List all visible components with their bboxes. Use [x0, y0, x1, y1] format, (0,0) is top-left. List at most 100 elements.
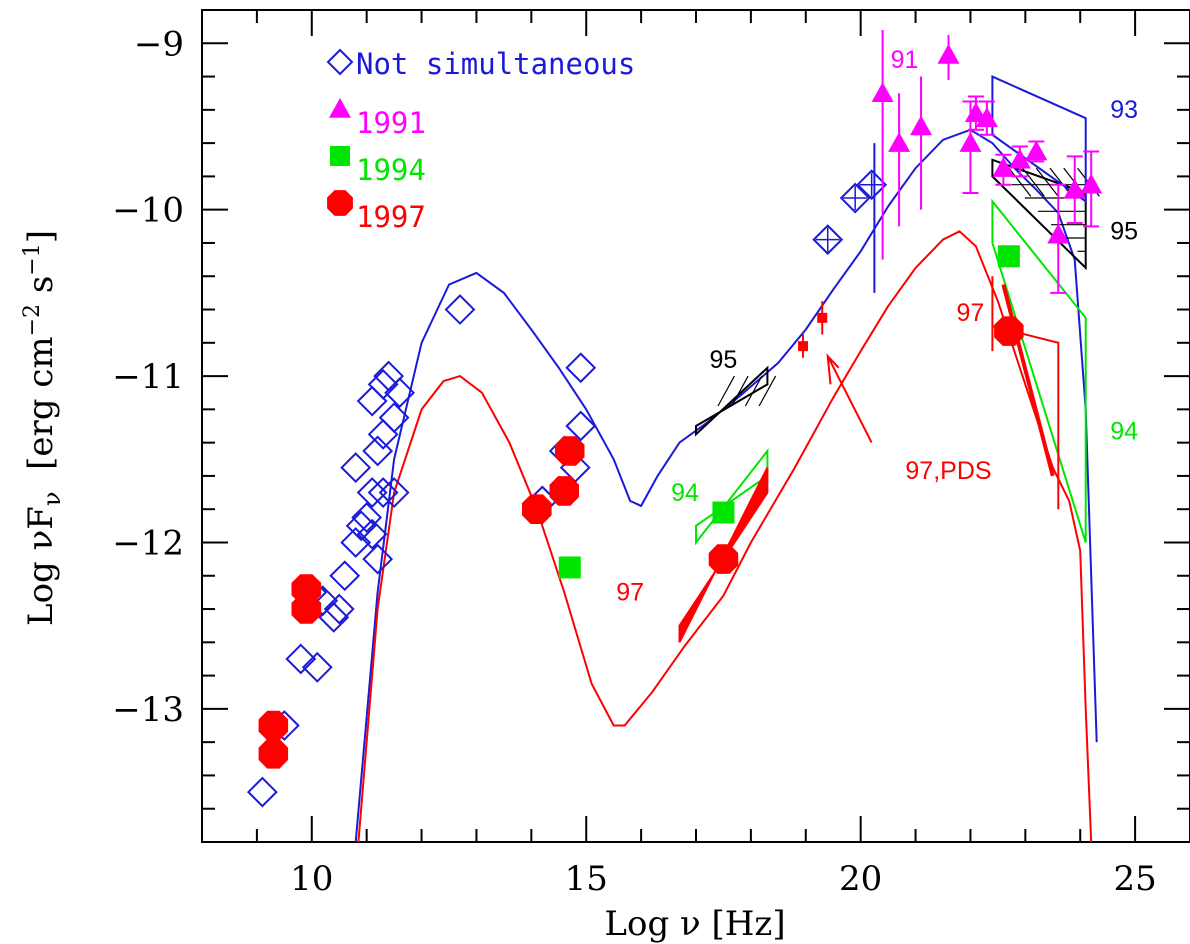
not-simultaneous-point	[378, 477, 410, 508]
pds-point	[798, 341, 809, 352]
point-1997	[708, 544, 739, 574]
not-simultaneous-point	[351, 502, 383, 533]
point-1991	[1025, 140, 1048, 161]
not-simultaneous-point	[384, 377, 416, 409]
pds-arrow	[826, 353, 873, 444]
point-1991	[871, 82, 894, 102]
point-1991	[964, 102, 987, 122]
data-points-group	[246, 29, 1103, 808]
y-axis-title-exp2: −1	[20, 243, 45, 275]
annotation-label: 95	[710, 346, 738, 374]
not-simultaneous-point	[565, 352, 597, 384]
model-curves-group	[354, 128, 1098, 843]
blue-model-curve	[354, 128, 1098, 843]
hatch-95-xray	[717, 375, 735, 407]
legend-label: 1991	[356, 106, 426, 140]
bowtie-97-gamma	[1001, 284, 1055, 477]
point-1994	[712, 501, 735, 524]
not-simultaneous-point	[356, 518, 388, 550]
not-simultaneous-point	[367, 368, 399, 400]
red-model-curve	[357, 230, 1093, 843]
hatch-95-gamma-diag	[1022, 167, 1045, 197]
annotation-label: 94	[1110, 417, 1138, 445]
legend-label: Not simultaneous	[356, 47, 635, 81]
not-simultaneous-point	[378, 402, 410, 434]
hatch-95-xray	[744, 375, 763, 407]
plot-frame-group: 10 15 20 25 −9 −10 −11 −12 −13	[112, 9, 1190, 899]
legend: Not simultaneous 1991 1994 1997	[326, 47, 635, 234]
annotation-label: 91	[891, 46, 919, 74]
point-1991	[910, 115, 933, 136]
not-simultaneous-point	[444, 294, 476, 325]
y-tick-label: −10	[112, 191, 184, 231]
bowtie-95-xray	[695, 365, 769, 437]
legend-label: 1994	[356, 153, 426, 187]
point-1991	[1063, 178, 1086, 199]
y-tick-label: −12	[112, 523, 184, 563]
legend-entry: 1997	[327, 190, 426, 234]
not-simultaneous-point	[329, 560, 361, 592]
bowtie-93-gamma	[991, 75, 1087, 204]
y-axis-title-gap	[21, 470, 61, 492]
hatch-95-gamma-diag	[1035, 167, 1059, 197]
y-axis-title-exp1: −2	[20, 304, 45, 336]
not-simultaneous-point	[367, 418, 399, 450]
y-tick-label: −9	[134, 24, 184, 64]
not-simultaneous-point	[340, 452, 372, 484]
hatch-95-gamma-diag	[1008, 167, 1032, 197]
legend-entry: 1994	[330, 146, 426, 187]
legend-entry: 1991	[329, 98, 426, 140]
y-axis-title-main: Log νF	[21, 506, 61, 626]
y-axis-title-sub: ν	[38, 492, 66, 507]
annotation-label: 95	[1110, 218, 1138, 246]
bowtie-97-gamma-line	[992, 325, 1060, 510]
legend-marker-triangle	[329, 98, 351, 118]
annotation-label: 97	[957, 299, 985, 327]
hatch-95-xray	[758, 375, 777, 407]
point-1997	[291, 594, 322, 624]
y-tick-label: −13	[112, 690, 184, 730]
not-simultaneous-point	[356, 385, 388, 417]
point-1997	[549, 476, 579, 506]
not-simultaneous-point	[362, 543, 394, 575]
x-axis-title: Log ν [Hz]	[604, 904, 785, 944]
annotations-group: 91 93 95 95 94 94 97 97 97,PDS	[616, 46, 1138, 606]
point-1991	[937, 43, 960, 64]
not-simultaneous-point	[362, 435, 394, 467]
point-1997	[555, 436, 585, 466]
not-simultaneous-point	[565, 410, 597, 442]
annotation-label: 97	[616, 579, 644, 607]
point-1991	[1047, 223, 1070, 244]
not-simultaneous-point	[318, 601, 350, 633]
point-1997	[258, 739, 289, 769]
x-tick-label: 25	[1113, 859, 1156, 899]
point-1991	[975, 107, 998, 127]
bowtie-95-gamma	[991, 158, 1087, 271]
x-tick-label: 15	[565, 859, 608, 899]
pds-point	[817, 312, 828, 323]
not-simultaneous-point	[340, 527, 372, 558]
point-1997	[522, 494, 552, 524]
point-1991	[959, 132, 982, 152]
spectral-bowties-group	[678, 75, 1100, 643]
y-tick-label: −11	[112, 357, 184, 397]
not-simultaneous-point	[812, 224, 844, 256]
not-simultaneous-point	[246, 776, 278, 808]
legend-entry: Not simultaneous	[326, 47, 635, 81]
point-1991	[992, 157, 1015, 177]
y-axis-title-bracket-open: [erg cm	[21, 336, 61, 470]
bowtie-94-gamma	[991, 198, 1087, 543]
annotation-label: 97,PDS	[905, 457, 991, 485]
not-simultaneous-point	[367, 477, 399, 508]
x-tick-label: 20	[839, 859, 882, 899]
annotation-label: 93	[1110, 96, 1138, 124]
y-axis-title-bracket-close: ]	[21, 230, 61, 243]
y-axis-title-mid: s	[21, 276, 61, 304]
point-1994	[997, 245, 1020, 268]
point-1997	[994, 316, 1024, 346]
not-simultaneous-point	[856, 169, 888, 201]
legend-marker-octagon	[327, 190, 353, 216]
annotation-label: 94	[671, 479, 699, 507]
y-axis-title: Log νFν [erg cm−2 s−1]	[20, 230, 66, 626]
